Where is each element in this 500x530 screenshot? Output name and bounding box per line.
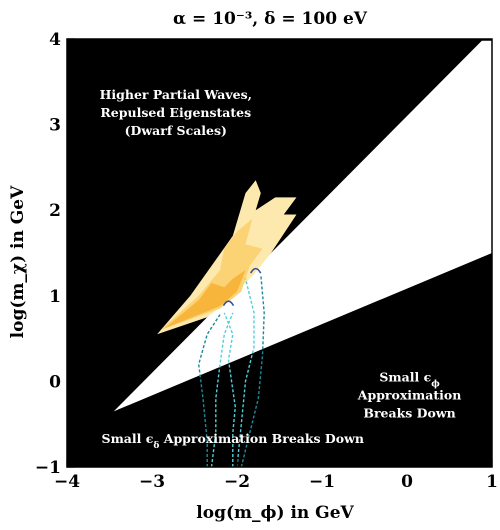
allowed-region: [113, 40, 492, 412]
x-tick-label: 1: [486, 472, 498, 492]
marker-1: [222, 300, 235, 307]
x-tick-label: −1: [309, 472, 335, 492]
x-tick-label: −2: [224, 472, 250, 492]
annotation-1: Higher Partial Waves, Repulsed Eigenstate…: [100, 87, 252, 138]
y-axis-label: log(m_χ) in GeV: [8, 185, 28, 338]
x-tick-label: −4: [54, 472, 80, 492]
x-axis-label: log(m_ϕ) in GeV: [196, 503, 354, 523]
y-tick-label: 1: [49, 287, 61, 307]
x-tick-label: 0: [401, 472, 413, 492]
plot-frame: [66, 38, 493, 468]
plot-area: Higher Partial Waves, Repulsed Eigenstate…: [67, 39, 492, 468]
marker-2: [250, 267, 262, 274]
y-tick-label: 3: [49, 116, 61, 136]
y-tick-label: −1: [35, 458, 61, 478]
annotation-3: Small ϵδ Approximation Breaks Down: [102, 431, 364, 451]
y-tick-label: 4: [49, 30, 61, 50]
dashed-curve-1: [197, 314, 221, 467]
axes: −4 −3 −2 −1 0 1 −1 0 1 2 3 4: [35, 30, 498, 492]
dashed-curve-2: [210, 312, 234, 468]
y-tick-label: 2: [49, 201, 61, 221]
resonance-band-2: [160, 218, 263, 330]
dashed-curve-3: [223, 312, 237, 467]
y-tick-label: 0: [49, 372, 61, 392]
chart-title: α = 10⁻³, δ = 100 eV: [173, 9, 368, 29]
resonance-band-3: [164, 270, 246, 329]
dashed-curve-5: [240, 274, 265, 468]
annotation-2: Small ϵϕ Approximation Breaks Down: [357, 369, 462, 420]
dashed-curve-4: [236, 278, 255, 468]
x-tick-label: −3: [139, 472, 165, 492]
